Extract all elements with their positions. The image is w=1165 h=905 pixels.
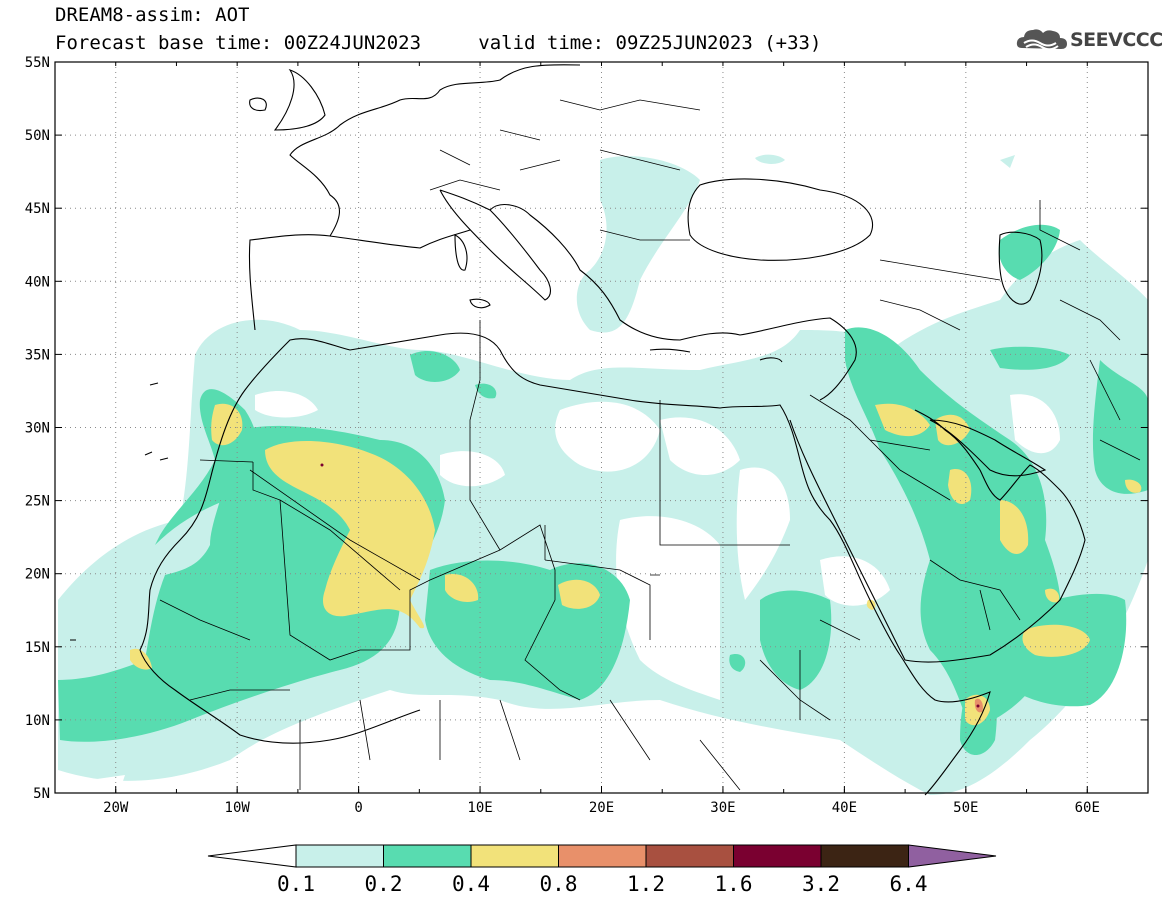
colorbar-segment	[295, 844, 384, 868]
lat-tick-label: 15N	[25, 640, 50, 656]
colorbar-tick-label: 6.4	[890, 872, 928, 896]
lat-tick-label: 35N	[25, 347, 50, 363]
aot-clear-patches	[90, 390, 1060, 792]
colorbar-tick-label: 0.4	[452, 872, 490, 896]
colorbar-segment	[645, 844, 734, 868]
lat-tick-label: 55N	[25, 55, 50, 71]
forecast-times: Forecast base time: 00Z24JUN2023 valid t…	[55, 32, 821, 54]
aot-fields	[58, 154, 1148, 795]
valid-time: valid time: 09Z25JUN2023 (+33)	[478, 32, 822, 54]
lat-tick-label: 50N	[25, 128, 50, 144]
latitude-ticks: 55N 50N 45N 40N 35N 30N 25N 20N 15N 10N 5N	[25, 55, 1148, 802]
colorbar-tick-label: 1.2	[627, 872, 665, 896]
colorbar-under-arrow	[207, 844, 297, 868]
lat-tick-label: 30N	[25, 421, 50, 437]
colorbar-tick-label: 0.2	[365, 872, 403, 896]
lon-tick-label: 40E	[832, 800, 857, 816]
lon-tick-label: 20E	[589, 800, 614, 816]
coastlines	[70, 64, 1086, 796]
lon-tick-label: 20W	[103, 800, 129, 816]
colorbar-tick-label: 0.8	[540, 872, 578, 896]
base-time: Forecast base time: 00Z24JUN2023	[55, 32, 422, 54]
colorbar-segment	[820, 844, 909, 868]
colorbar-segment	[383, 844, 472, 868]
lat-tick-label: 20N	[25, 567, 50, 583]
colorbar-segment	[470, 844, 559, 868]
lat-tick-label: 5N	[33, 786, 50, 802]
colorbar-tick-label: 1.6	[715, 872, 753, 896]
lon-tick-label: 60E	[1075, 800, 1100, 816]
cloud-icon	[1016, 29, 1067, 51]
aot-level-3.2	[320, 463, 980, 708]
lon-tick-label: 10E	[467, 800, 492, 816]
country-borders	[159, 99, 1141, 791]
lat-tick-label: 40N	[25, 274, 50, 290]
colorbar-segment	[733, 844, 822, 868]
colorbar-tick-label: 3.2	[802, 872, 840, 896]
lat-tick-label: 25N	[25, 494, 50, 510]
colorbar: 0.1 0.2 0.4 0.8 1.2 1.6 3.2 6.4	[207, 844, 997, 896]
aot-level-0.4	[130, 403, 1142, 726]
longitude-ticks: 20W 10W 0 10E 20E 30E 40E 50E 60E	[54, 62, 1149, 816]
product-title: DREAM8-assim: AOT	[55, 4, 250, 26]
lon-tick-label: 30E	[710, 800, 735, 816]
lat-tick-label: 45N	[25, 201, 50, 217]
colorbar-over-arrow	[908, 844, 997, 868]
colorbar-tick-label: 0.1	[277, 872, 315, 896]
lon-tick-label: 10W	[225, 800, 251, 816]
colorbar-segment	[558, 844, 647, 868]
seevccc-logo: SEEVCCC	[1016, 26, 1163, 54]
lat-tick-label: 10N	[25, 713, 50, 729]
logo-text: SEEVCCC	[1070, 29, 1163, 51]
lon-tick-label: 50E	[953, 800, 978, 816]
lon-tick-label: 0	[354, 800, 362, 816]
